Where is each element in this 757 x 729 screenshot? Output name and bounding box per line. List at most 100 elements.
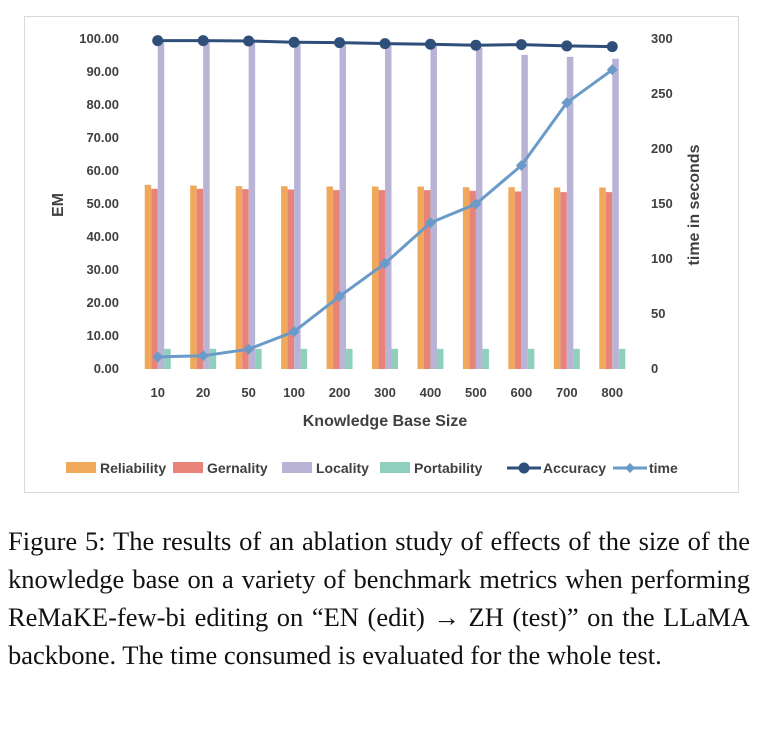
x-tick: 10 <box>150 385 164 400</box>
y-axis-left-title: EM <box>50 193 67 217</box>
y-tick-left: 0.00 <box>94 361 119 376</box>
x-tick: 500 <box>465 385 487 400</box>
legend-marker-time <box>625 463 635 473</box>
legend-label-accuracy: Accuracy <box>543 460 606 476</box>
legend-label-reliability: Reliability <box>100 460 166 476</box>
lines <box>152 35 618 363</box>
y-tick-left: 90.00 <box>86 64 119 79</box>
bar-reliability <box>281 186 288 369</box>
legend-label-time: time <box>649 460 678 476</box>
bar-reliability <box>553 187 561 369</box>
y-tick-right: 200 <box>651 141 673 156</box>
bar-reliability <box>326 186 334 369</box>
chart-frame: 0.00 10.00 20.00 30.00 40.00 50.00 60.00 70.00 8… <box>24 16 739 493</box>
marker-accuracy <box>334 37 346 49</box>
bar-locality <box>385 44 392 370</box>
y-tick-right: 0 <box>651 361 658 376</box>
marker-accuracy <box>288 36 300 48</box>
bar-portability <box>164 348 171 369</box>
y-tick-right: 300 <box>651 31 673 46</box>
bar-gernality <box>560 192 567 369</box>
y-tick-left: 20.00 <box>86 295 119 310</box>
figure-caption: Figure 5: The results of an ablation stu… <box>8 526 750 670</box>
bar-reliability <box>508 187 515 369</box>
x-tick: 100 <box>283 385 305 400</box>
y-tick-right: 50 <box>651 306 665 321</box>
marker-time <box>379 257 391 269</box>
x-tick: 300 <box>374 385 396 400</box>
marker-accuracy <box>152 35 164 47</box>
marker-time <box>152 351 164 363</box>
legend-swatch-locality <box>282 462 312 473</box>
marker-time <box>288 326 300 338</box>
marker-accuracy <box>515 39 527 51</box>
y-tick-left: 30.00 <box>86 262 119 277</box>
y-axis-left-ticks: 0.00 10.00 20.00 30.00 40.00 50.00 60.00 70.00 8… <box>79 31 119 376</box>
bar-portability <box>527 348 535 369</box>
legend-label-portability: Portability <box>414 460 483 476</box>
bar-locality <box>203 40 210 369</box>
x-tick: 600 <box>511 385 533 400</box>
x-tick: 50 <box>241 385 255 400</box>
bar-locality <box>430 45 437 369</box>
bar-locality <box>612 58 619 370</box>
x-axis-title: Knowledge Base Size <box>303 413 468 430</box>
x-tick: 200 <box>329 385 351 400</box>
legend-swatch-reliability <box>66 462 96 473</box>
bar-locality <box>521 54 528 370</box>
bar-gernality <box>151 188 158 369</box>
y-axis-right-ticks: 0 50 100 150 200 250 300 <box>651 31 673 376</box>
legend-label-locality: Locality <box>316 460 369 476</box>
bar-gernality <box>423 190 431 369</box>
legend: Reliability Gernality Locality Portability A… <box>66 460 678 476</box>
bar-locality <box>339 43 347 370</box>
marker-time <box>515 160 527 171</box>
marker-time <box>470 198 482 210</box>
x-tick: 800 <box>601 385 623 400</box>
y-tick-left: 100.00 <box>79 31 119 46</box>
bar-portability <box>346 348 353 369</box>
legend-swatch-portability <box>380 462 410 473</box>
bar-gernality <box>196 188 204 369</box>
y-tick-left: 40.00 <box>86 229 119 244</box>
marker-accuracy <box>197 35 209 47</box>
bar-portability <box>573 348 580 369</box>
bar-locality <box>294 42 301 370</box>
legend-marker-accuracy <box>518 462 530 474</box>
legend-label-gernality: Gernality <box>207 460 268 476</box>
y-tick-left: 10.00 <box>86 328 119 343</box>
y-tick-left: 50.00 <box>86 196 119 211</box>
marker-time <box>197 350 209 362</box>
legend-swatch-gernality <box>173 462 203 473</box>
y-tick-right: 100 <box>651 251 673 266</box>
chart-svg: 0.00 10.00 20.00 30.00 40.00 50.00 60.00 70.00 8… <box>50 31 703 476</box>
bar-gernality <box>287 189 295 369</box>
y-tick-right: 150 <box>651 196 673 211</box>
y-tick-left: 60.00 <box>86 163 119 178</box>
bar-reliability <box>144 184 152 369</box>
marker-time <box>334 290 346 302</box>
bar-portability <box>209 348 217 369</box>
bar-portability <box>618 348 626 369</box>
bar-reliability <box>417 186 424 369</box>
x-axis-ticks: 10 20 50 100 200 300 400 500 600 700 800 <box>150 385 623 400</box>
marker-time <box>606 64 618 76</box>
y-tick-right: 250 <box>651 86 673 101</box>
y-tick-left: 80.00 <box>86 97 119 112</box>
bar-portability <box>391 348 398 369</box>
bars <box>144 40 626 370</box>
bar-gernality <box>514 191 522 369</box>
bar-portability <box>436 348 444 369</box>
bar-gernality <box>378 190 385 369</box>
bar-portability <box>255 348 262 369</box>
y-axis-right-title: time in seconds <box>686 144 703 265</box>
bar-locality <box>475 47 483 369</box>
y-tick-left: 70.00 <box>86 130 119 145</box>
bar-gernality <box>469 190 476 369</box>
x-tick: 400 <box>420 385 442 400</box>
marker-accuracy <box>561 40 573 52</box>
bar-reliability <box>372 186 379 369</box>
bar-locality <box>566 56 574 369</box>
marker-accuracy <box>424 38 436 50</box>
marker-time <box>561 97 573 109</box>
